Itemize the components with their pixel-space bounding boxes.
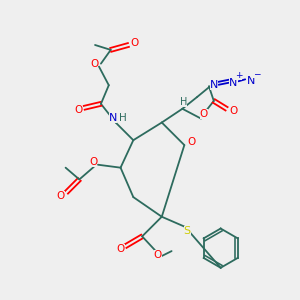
Text: −: − (253, 69, 261, 78)
Text: O: O (187, 137, 195, 147)
Text: H: H (118, 112, 126, 123)
Text: S: S (184, 226, 191, 236)
Text: N: N (210, 80, 218, 90)
Text: O: O (89, 157, 97, 167)
Text: N: N (109, 112, 117, 123)
Text: O: O (229, 106, 238, 116)
Text: O: O (200, 109, 208, 119)
Text: N: N (229, 78, 238, 88)
Text: N: N (247, 76, 255, 86)
Text: O: O (57, 191, 65, 201)
Text: +: + (235, 71, 242, 80)
Text: O: O (154, 250, 162, 260)
Text: O: O (130, 38, 138, 48)
Text: H: H (180, 97, 187, 107)
Text: O: O (74, 105, 82, 115)
Text: O: O (90, 58, 98, 69)
Text: O: O (116, 244, 125, 254)
